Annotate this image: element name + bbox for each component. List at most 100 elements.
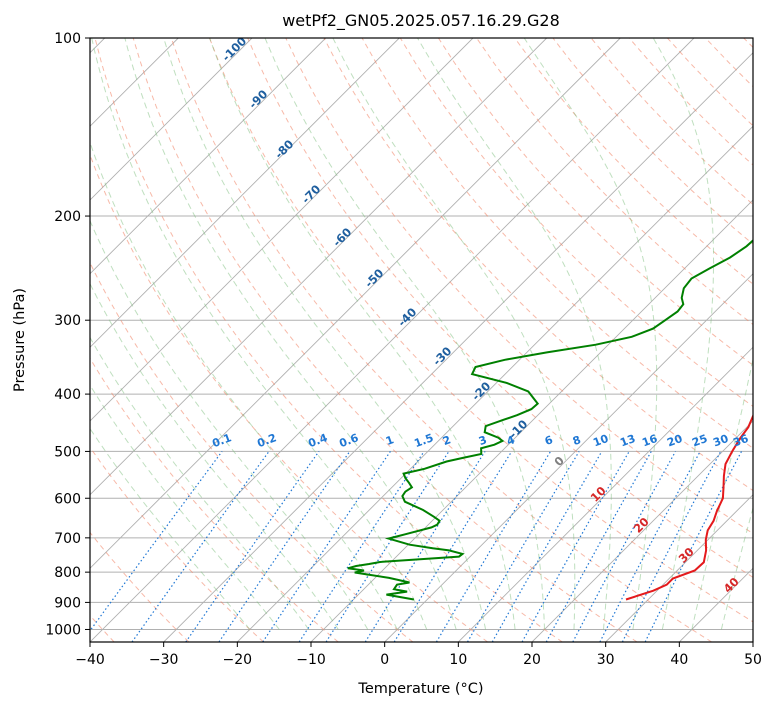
mixing-ratio-label: 2 — [441, 433, 453, 448]
moist-adiabat-line — [691, 356, 753, 630]
mixing-ratio-label: 36 — [731, 432, 750, 450]
mixing-ratio-line — [621, 451, 722, 642]
isotherm-line — [90, 38, 474, 422]
mixing-ratio-label: 0.2 — [255, 431, 278, 450]
dry-adiabat-line — [247, 38, 753, 578]
y-tick-label: 400 — [54, 387, 81, 403]
isotherm-line — [531, 420, 753, 642]
moist-adiabat-line — [91, 38, 428, 630]
mixing-ratio-label: 0.4 — [306, 431, 329, 450]
isotherm-line — [90, 38, 695, 642]
dry-adiabat-line — [90, 357, 339, 642]
dry-adiabat-line — [94, 38, 563, 642]
moist-adiabat-line — [652, 38, 715, 630]
mixing-ratio-label: 20 — [665, 432, 684, 450]
moist-adiabat-line — [90, 140, 398, 630]
mixing-ratio-line — [325, 451, 450, 642]
moist-adiabat-line — [90, 219, 369, 630]
dry-adiabat-line — [90, 531, 190, 642]
mixing-ratio-line — [393, 451, 513, 642]
x-tick-label: −30 — [149, 652, 179, 668]
mixing-ratio-label: 1.5 — [412, 431, 435, 450]
isotherm-line — [236, 125, 753, 642]
dry-adiabat-line — [514, 38, 753, 285]
y-tick-label: 900 — [54, 595, 81, 611]
mixing-ratio-line — [572, 451, 677, 642]
x-tick-label: −20 — [223, 652, 253, 668]
axes: −40 −30 −20 −10 0 10 20 30 40 5010020030040050060… — [45, 31, 762, 668]
mixing-ratio-label: 16 — [640, 432, 659, 450]
mixing-ratio-label: 0.6 — [337, 431, 360, 450]
mixing-ratio-line — [435, 451, 552, 642]
dry-adiabat-line — [743, 38, 753, 49]
temperature-profile-line — [625, 413, 753, 601]
dry-adiabat-label: -70 — [299, 182, 324, 207]
dry-adiabat-label: -90 — [246, 87, 271, 112]
x-tick-label: 40 — [670, 652, 688, 668]
x-tick-label: 0 — [380, 652, 389, 668]
isotherm-line — [90, 38, 400, 348]
dry-adiabat-line — [132, 38, 638, 642]
moist-adiabat-line — [163, 38, 487, 630]
mixing-ratio-line — [185, 451, 320, 642]
background-grid — [90, 38, 753, 642]
dewpoint-profile-line — [347, 239, 753, 601]
dry-adiabat-line — [285, 38, 753, 535]
y-tick-label: 500 — [54, 444, 81, 460]
moist-adiabat-line — [90, 282, 339, 630]
moist-adiabat-line — [264, 38, 545, 630]
dry-adiabat-line — [476, 38, 753, 326]
mixing-ratio-line — [90, 451, 223, 632]
dry-adiabat-line — [90, 446, 264, 642]
x-tick-label: −40 — [75, 652, 105, 668]
mixing-ratio-label: 8 — [571, 433, 583, 448]
x-tick-label: 50 — [744, 652, 762, 668]
dry-adiabat-line — [705, 38, 753, 88]
y-tick-label: 100 — [54, 31, 81, 47]
mixing-ratio-line — [521, 451, 630, 642]
dry-adiabat-label: -40 — [395, 305, 420, 330]
dry-adiabat-label: -30 — [430, 344, 455, 369]
moist-adiabat-line — [523, 38, 658, 630]
mixing-ratio-line — [131, 451, 270, 642]
moist-adiabat-line — [209, 38, 516, 630]
isotherm-line — [90, 38, 548, 496]
mixing-ratio-label: 3 — [477, 433, 489, 448]
mixing-ratio-label: 6 — [543, 433, 555, 448]
dry-adiabat-label: 30 — [676, 545, 697, 566]
dry-adiabat-line — [90, 153, 488, 642]
isotherm-line — [752, 641, 753, 642]
dry-adiabat-line — [399, 38, 753, 408]
y-tick-label: 300 — [54, 313, 81, 329]
plot-frame — [89, 37, 754, 643]
isotherm-line — [90, 38, 253, 201]
mixing-ratio-line — [262, 451, 391, 642]
y-tick-label: 600 — [54, 491, 81, 507]
dry-adiabat-line — [170, 38, 712, 642]
mixing-ratio-line — [218, 451, 351, 642]
dry-adiabat-line — [437, 38, 753, 366]
isotherm-line — [163, 52, 753, 642]
dry-adiabat-label: -20 — [469, 379, 494, 404]
x-axis-label: Temperature (°C) — [357, 681, 483, 697]
moist-adiabat-line — [417, 38, 612, 630]
y-tick-label: 1000 — [45, 622, 81, 638]
y-tick-label: 700 — [54, 531, 81, 547]
x-tick-label: 20 — [523, 652, 541, 668]
mixing-ratio-label: 30 — [711, 432, 730, 450]
mixing-ratio-label: 13 — [618, 432, 637, 449]
mixing-ratio-label: 0.1 — [210, 431, 233, 450]
chart-title: wetPf2_GN05.2025.057.16.29.G28 — [282, 11, 560, 31]
isotherm-line — [90, 38, 621, 569]
dry-adiabat-line — [90, 261, 414, 642]
moist-adiabat-line — [90, 336, 310, 630]
x-tick-label: 30 — [597, 652, 615, 668]
sounding-lines — [347, 239, 753, 601]
isotherm-line — [90, 38, 327, 275]
dry-adiabat-label: 20 — [631, 515, 652, 536]
moist-adiabat-line — [90, 427, 251, 630]
moist-adiabat-line — [90, 384, 280, 630]
moist-adiabat-line — [720, 506, 753, 630]
x-tick-label: −10 — [296, 652, 326, 668]
